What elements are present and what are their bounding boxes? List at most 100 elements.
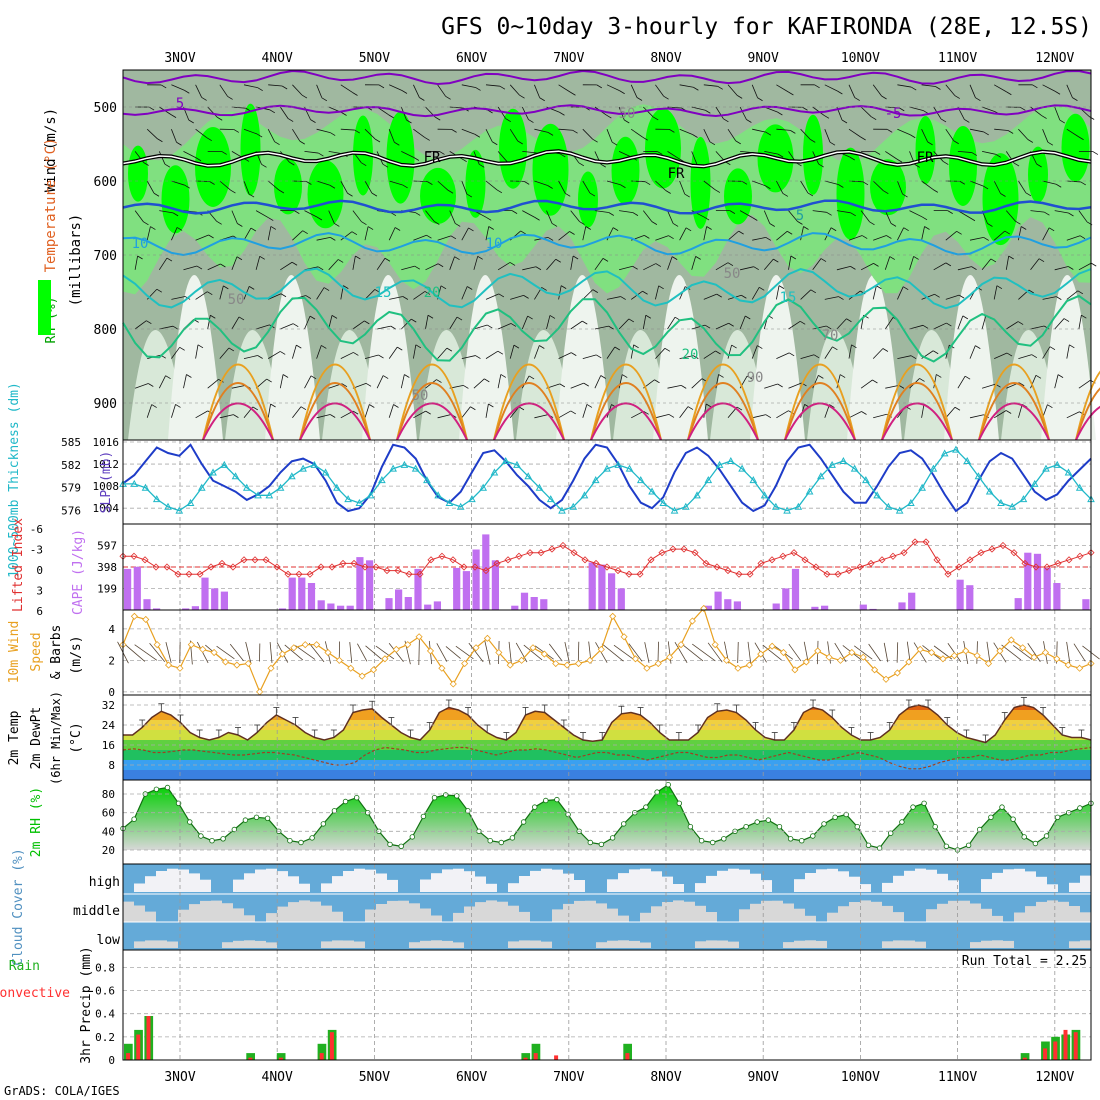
wind-barb-flag (175, 404, 181, 408)
temp-ylabel: (6hr Min/Max) (49, 691, 63, 785)
wind-speed-point (153, 641, 161, 649)
rh-saturated-core (1061, 113, 1090, 182)
wind-barb-flag (210, 314, 216, 319)
rh-point (554, 796, 560, 803)
wind-barb-flag (1078, 136, 1084, 141)
cloud-cover-cell (717, 940, 728, 948)
wind-barb-flag (559, 111, 565, 116)
thickness-point (468, 495, 476, 503)
thickness-point (884, 502, 893, 510)
wind-barb-flag (329, 414, 336, 418)
wind-barb-flag (959, 180, 966, 185)
wind-barb-flag (738, 230, 744, 235)
wind-barb (364, 404, 370, 418)
wind-barb-flag (596, 84, 603, 89)
wind-barb-flag (995, 153, 1001, 158)
wind-barb-10m (601, 643, 624, 662)
thickness-point (1075, 483, 1084, 491)
cape-bar (482, 534, 490, 610)
wind-barb-flag (479, 163, 485, 168)
wind-barb (752, 237, 767, 241)
wind-barb-flag (488, 226, 494, 230)
thickness-point (805, 487, 814, 495)
cloud-cover-cell (739, 869, 750, 892)
wind-barb-flag (390, 325, 397, 330)
wind-barb (897, 180, 903, 195)
wind-barb-flag (220, 263, 226, 268)
cloud-cover-cell (464, 871, 475, 892)
wind-speed-point (768, 642, 776, 650)
thickness-axis-label: 1000~500mb Thickness (dm) (7, 382, 22, 578)
temperature-contour-surface (590, 402, 662, 441)
wind-barb (570, 382, 584, 389)
wind-barb (195, 234, 209, 241)
rh-point (253, 814, 260, 820)
lifted-index-point (1076, 552, 1084, 560)
wind-barb (183, 151, 197, 159)
wind-barb (982, 151, 996, 155)
rh-point (565, 811, 571, 818)
cloud-cover-cell (1025, 871, 1036, 892)
wind-barb (1042, 227, 1050, 241)
lifted-index-series-line (123, 541, 1092, 575)
wind-barb (1066, 290, 1079, 300)
cloud-cover-cell (277, 871, 288, 892)
thickness-point (715, 460, 724, 468)
cloud-cover-cell (651, 906, 662, 922)
wind-barb-flag (728, 322, 734, 327)
date-label-top: 9NOV (748, 51, 779, 66)
cloud-cover-cell (552, 909, 563, 922)
temperature-contour-surface (202, 382, 274, 441)
wind-barb (800, 226, 804, 241)
wind-barb (606, 346, 616, 359)
lifted-index-tick-label: 0 (36, 564, 43, 577)
wind-barb-flag (741, 294, 747, 299)
wind-barb (267, 403, 271, 418)
thickness-tick-label: 579 (61, 482, 81, 495)
contour-label: FR (668, 166, 685, 182)
date-label-bottom: 9NOV (748, 1070, 779, 1085)
cloud-cover-cell (1080, 875, 1091, 892)
wind-barb-flag (777, 111, 783, 116)
wind-barb (1054, 374, 1059, 389)
lifted-index-point (559, 541, 567, 550)
wind-barb-flag (736, 406, 743, 411)
wind-barb-flag (560, 153, 566, 158)
wind-barb-flag (426, 234, 432, 239)
wind-barb (860, 106, 872, 118)
wind-barb-flag (924, 226, 930, 230)
slp-axis-label: SLP (mb) (99, 451, 114, 514)
cloud-cover-cell (904, 870, 915, 892)
precip-tick-label: 0.8 (95, 961, 115, 974)
wind-barb (679, 406, 689, 419)
lifted-index-point (592, 559, 600, 567)
temperature-contour-surface (687, 363, 759, 441)
wind-barb (279, 106, 289, 119)
rh-point (1032, 840, 1039, 847)
wind-barb (667, 151, 680, 160)
wind-barb (376, 375, 384, 389)
rh-tick-label: 60 (102, 807, 115, 820)
wind-barb-flag (153, 192, 160, 197)
wind-barb-flag (620, 296, 626, 300)
wind-barb-flag (252, 406, 259, 411)
wind-barb (824, 346, 833, 359)
wind-barb (594, 325, 609, 330)
wind-barb (715, 106, 724, 120)
wind-barb (1054, 210, 1069, 214)
wind-ylabel: 10m Wind (7, 621, 22, 684)
cloud-cover-cell (640, 868, 651, 892)
thickness-point (963, 457, 972, 465)
cloud-cover-cell (1025, 906, 1036, 922)
rh-point (799, 838, 805, 844)
cloud-cover-cell (431, 915, 442, 922)
wind-barb-flag (849, 156, 855, 161)
wind-barb (1018, 180, 1027, 194)
wind-barb-flag (592, 138, 598, 143)
cloud-cover-cell (563, 903, 574, 922)
wind-barb-flag (334, 223, 340, 227)
thickness-point (591, 476, 600, 484)
wind-barb-flag (520, 230, 526, 235)
wind-barb (388, 404, 394, 418)
cape-bar (908, 592, 916, 610)
